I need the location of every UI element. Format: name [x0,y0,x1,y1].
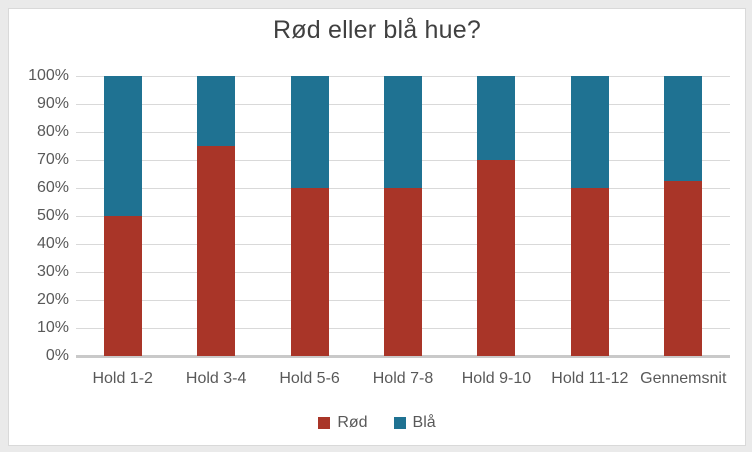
y-axis-tick-label: 90% [36,95,69,112]
chart-container: Rød eller blå hue? Rød Blå 100% 90% 80% 70% 6… [8,8,746,446]
legend-item-rød: Rød [318,414,368,432]
bar-segment-blå [570,76,609,188]
plot-area [76,76,730,358]
y-axis-tick-label: 10% [36,319,69,336]
y-axis-tick-label: 100% [28,67,69,84]
bar-segment-blå [664,76,703,181]
legend-item-blå: Blå [393,414,436,432]
bar-segment-rød [290,188,329,356]
x-axis-tick-label: Hold 7-8 [372,370,434,387]
y-axis-tick-label: 0% [45,347,69,364]
bar-segment-rød [477,160,516,356]
bar-segment-rød [103,216,142,356]
x-axis-line [76,355,730,358]
x-axis-tick-label: Hold 3-4 [185,370,247,387]
y-axis-tick-label: 30% [36,263,69,280]
y-axis-tick-label: 60% [36,179,69,196]
legend-label: Blå [412,414,436,431]
y-axis-tick-label: 80% [36,123,69,140]
bar-segment-blå [290,76,329,188]
bar-segment-blå [197,76,236,146]
chart-title: Rød eller blå hue? [273,16,481,44]
x-axis-tick-label: Hold 11-12 [551,370,629,387]
y-axis-tick-label: 40% [36,235,69,252]
y-axis-tick-label: 50% [36,207,69,224]
x-axis-tick-label: Hold 1-2 [92,370,153,387]
legend-marker-blå [393,417,406,429]
x-axis-tick-label: Hold 9-10 [461,370,532,387]
bar-segment-blå [384,76,422,188]
bar-segment-rød [197,146,236,356]
x-axis-tick-label: Gennemsnit [640,370,727,387]
bar-segment-blå [103,76,142,216]
bar-segment-rød [664,181,703,356]
legend-marker-rød [318,417,331,429]
legend: Rød Blå [9,411,745,435]
y-axis-tick-label: 20% [36,291,69,308]
bar-segment-rød [384,188,422,356]
bar-segment-rød [570,188,609,356]
y-axis-tick-label: 70% [36,151,69,168]
legend-label: Rød [337,414,368,431]
bar-segment-blå [477,76,516,160]
x-axis-tick-label: Hold 5-6 [279,370,340,387]
